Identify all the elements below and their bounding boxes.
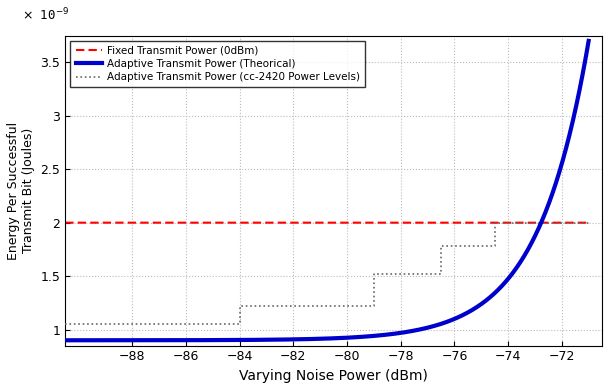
Adaptive Transmit Power (Theorical) xyxy=(585,39,593,43)
X-axis label: Varying Noise Power (dBm): Varying Noise Power (dBm) xyxy=(239,369,428,383)
Y-axis label: Energy Per Successful
Transmit Bit (Joules): Energy Per Successful Transmit Bit (Joul… xyxy=(7,122,35,260)
Adaptive Transmit Power (Theorical) xyxy=(492,290,499,294)
Adaptive Transmit Power (cc-2420 Power Levels) xyxy=(236,322,244,326)
Adaptive Transmit Power (Theorical) xyxy=(261,337,269,342)
Adaptive Transmit Power (Theorical) xyxy=(62,338,69,343)
Adaptive Transmit Power (Theorical) xyxy=(376,333,383,338)
Adaptive Transmit Power (cc-2420 Power Levels) xyxy=(491,244,498,248)
Adaptive Transmit Power (cc-2420 Power Levels) xyxy=(236,304,244,308)
Adaptive Transmit Power (Theorical) xyxy=(452,316,459,321)
Fixed Transmit Power (0dBm) xyxy=(157,220,164,225)
Adaptive Transmit Power (cc-2420 Power Levels) xyxy=(370,272,378,277)
Fixed Transmit Power (0dBm) xyxy=(402,220,409,225)
Fixed Transmit Power (0dBm) xyxy=(261,220,269,225)
Legend: Fixed Transmit Power (0dBm), Adaptive Transmit Power (Theorical), Adaptive Trans: Fixed Transmit Power (0dBm), Adaptive Tr… xyxy=(71,41,365,87)
Adaptive Transmit Power (cc-2420 Power Levels) xyxy=(491,220,498,225)
Line: Adaptive Transmit Power (Theorical): Adaptive Transmit Power (Theorical) xyxy=(65,41,589,340)
Fixed Transmit Power (0dBm) xyxy=(452,220,459,225)
Line: Adaptive Transmit Power (cc-2420 Power Levels): Adaptive Transmit Power (cc-2420 Power L… xyxy=(65,223,589,324)
Text: $\times$ 10$^{-9}$: $\times$ 10$^{-9}$ xyxy=(23,7,69,23)
Fixed Transmit Power (0dBm) xyxy=(376,220,383,225)
Adaptive Transmit Power (cc-2420 Power Levels) xyxy=(370,304,378,308)
Adaptive Transmit Power (Theorical) xyxy=(157,338,164,342)
Adaptive Transmit Power (cc-2420 Power Levels) xyxy=(62,322,69,326)
Fixed Transmit Power (0dBm) xyxy=(585,220,593,225)
Fixed Transmit Power (0dBm) xyxy=(492,220,499,225)
Adaptive Transmit Power (cc-2420 Power Levels) xyxy=(437,272,445,277)
Adaptive Transmit Power (cc-2420 Power Levels) xyxy=(585,220,593,225)
Adaptive Transmit Power (Theorical) xyxy=(402,330,409,335)
Fixed Transmit Power (0dBm) xyxy=(62,220,69,225)
Adaptive Transmit Power (cc-2420 Power Levels) xyxy=(437,244,445,248)
